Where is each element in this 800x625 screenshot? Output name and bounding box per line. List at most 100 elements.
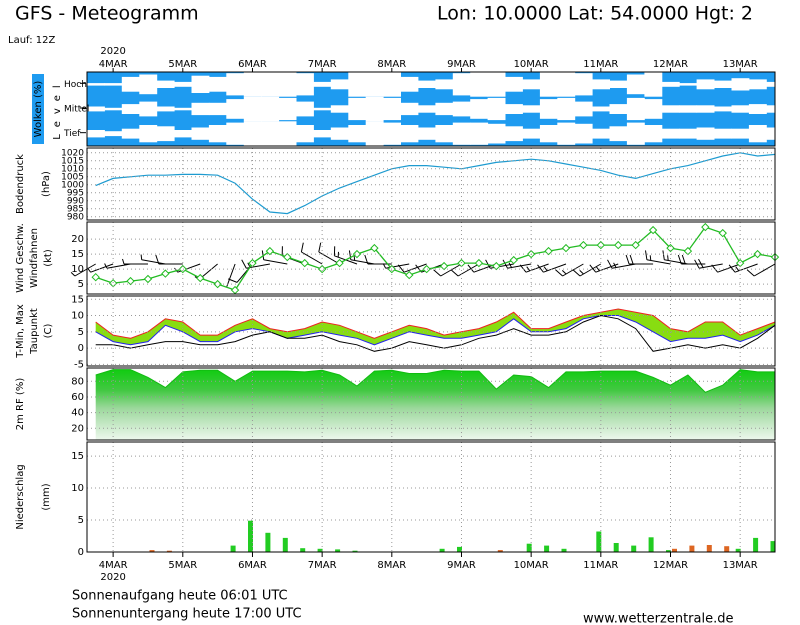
cloud-cover: [592, 128, 610, 139]
wind-speed-point: [335, 258, 344, 268]
cloud-cover: [557, 72, 576, 97]
cloud-cover: [505, 76, 523, 92]
cloud-cover: [661, 105, 680, 113]
cloud-cover: [522, 128, 541, 139]
y-tick-label: 60: [71, 392, 84, 403]
cloud-cover: [539, 125, 558, 143]
y-axis-label: Windfahnen: [29, 228, 40, 288]
cloud-cover: [278, 97, 297, 121]
wind-barb: [300, 242, 323, 265]
date-label-bottom: 12MAR: [653, 560, 688, 571]
cloud-cover: [626, 97, 645, 121]
date-label-bottom: 6MAR: [238, 560, 267, 571]
cloud-cover: [156, 80, 175, 88]
date-label-bottom: 10MAR: [514, 560, 549, 571]
wind-speed-line: [95, 226, 776, 291]
cloud-cover: [592, 106, 610, 112]
cloud-cover: [139, 125, 158, 143]
cloud-cover: [417, 80, 436, 88]
precipitation-bar: [282, 537, 288, 552]
panel-frame: [86, 441, 776, 553]
y-tick-label: 15: [71, 451, 84, 462]
precipitation-bar: [706, 545, 712, 552]
precipitation-bar: [596, 531, 602, 552]
wind-speed-point: [91, 272, 100, 282]
cloud-cover: [644, 72, 663, 97]
precipitation-bar: [317, 548, 323, 552]
cloud-cover: [592, 79, 610, 90]
y-tick-label: 995: [67, 188, 84, 198]
y-tick-label: 15: [71, 249, 84, 260]
wind-barb: [87, 263, 114, 273]
wind-speed-point: [544, 246, 553, 256]
cloud-cover: [539, 72, 558, 97]
precipitation-bar: [672, 548, 677, 552]
wind-speed-point: [300, 258, 309, 268]
y-axis-label: 2m RF (%): [15, 378, 26, 431]
y-axis-label: T-Min, Max: [15, 304, 26, 359]
humidity-area: [95, 369, 775, 440]
y-tick-label: 15: [71, 294, 84, 305]
cloud-cover: [696, 79, 715, 90]
wind-speed-point: [648, 225, 658, 235]
cloud-cover: [487, 97, 506, 121]
date-label-bottom: 8MAR: [377, 560, 406, 571]
wind-speed-point: [178, 264, 188, 274]
wind-barb: [662, 250, 688, 265]
wind-speed-point: [596, 240, 606, 250]
cloud-cover: [191, 102, 210, 116]
cloud-cover: [661, 81, 680, 87]
wind-speed-point: [352, 249, 362, 259]
cloud-cover: [574, 123, 593, 144]
wind-barb: [694, 258, 723, 269]
date-label-top: 5MAR: [168, 59, 197, 70]
cloud-cover: [679, 105, 698, 113]
cloud-cover: [156, 126, 175, 142]
cloud-cover: [522, 79, 541, 90]
y-axis-label: (mm): [41, 483, 52, 510]
cloud-cover: [417, 127, 436, 140]
date-label-top: 10MAR: [514, 59, 549, 70]
wind-barb: [226, 263, 236, 287]
y-tick-label: 0: [78, 547, 84, 558]
precipitation-bar: [230, 545, 236, 552]
level-label: Mittel: [64, 105, 89, 115]
cloud-cover: [400, 102, 419, 116]
cloud-cover: [87, 130, 105, 138]
wind-barb: [746, 263, 776, 277]
precipitation-bar: [724, 546, 730, 552]
cloud-cover: [661, 128, 680, 139]
cloud-cover: [278, 72, 297, 97]
cloud-cover: [348, 72, 367, 97]
y-tick-label: 1000: [61, 180, 84, 190]
cloud-cover: [243, 121, 262, 146]
cloud-cover: [208, 102, 227, 116]
cloud-cover: [174, 130, 192, 138]
date-label-top: 13MAR: [723, 59, 758, 70]
cloud-cover: [104, 107, 123, 111]
cloud-cover: [557, 122, 576, 145]
cloud-cover: [748, 104, 767, 114]
wind-speed-point: [196, 273, 205, 283]
cloud-cover: [121, 76, 140, 92]
cloud-cover: [313, 130, 332, 138]
temperature-min-line: [95, 315, 776, 346]
cloud-cover: [139, 101, 158, 117]
wind-speed-point: [701, 222, 710, 232]
date-label-bottom: 4MAR: [99, 560, 128, 571]
y-axis-label: (hPa): [41, 171, 52, 197]
cloud-cover: [313, 81, 332, 87]
date-label-top: 6MAR: [238, 59, 267, 70]
wind-speed-point: [283, 252, 292, 262]
y-tick-label: 10: [71, 311, 84, 322]
cloud-cover: [748, 79, 767, 90]
wind-barb: [502, 259, 532, 269]
cloud-cover: [121, 128, 140, 139]
run-info: Lauf: 12Z: [8, 35, 55, 46]
pressure-line: [95, 152, 776, 215]
cloud-cover: [574, 101, 593, 117]
date-label-bottom: 13MAR: [723, 560, 758, 571]
date-label-top: 4MAR: [99, 59, 128, 70]
precipitation-bar: [544, 545, 550, 552]
